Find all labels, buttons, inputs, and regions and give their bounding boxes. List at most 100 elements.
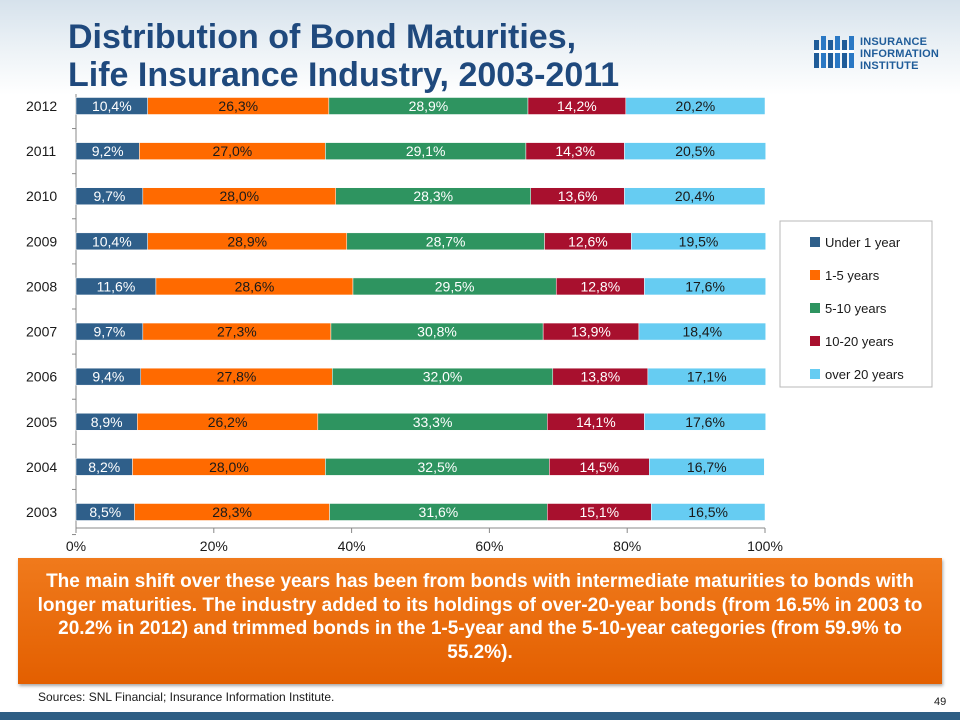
- data-label-under-1-year-2011: 9,2%: [92, 143, 124, 159]
- data-label-5-10-years-2010: 28,3%: [413, 188, 453, 204]
- data-label-over-20-years-2005: 17,6%: [685, 414, 725, 430]
- data-label-10-20-years-2009: 12,6%: [568, 233, 608, 249]
- bond-maturity-chart: 0% 20% 40% 60% 80% 100% 2003 8,5% 28,3% 31,6% 15,1…: [26, 94, 933, 554]
- legend-label-5-10-years: 5-10 years: [825, 301, 887, 316]
- data-label-1-5-years-2003: 28,3%: [212, 504, 252, 520]
- legend-label-over-20-years: over 20 years: [825, 367, 904, 382]
- iii-logo-text: INSURANCE INFORMATION INSTITUTE: [860, 36, 939, 72]
- bar-over-20-years-2003: [651, 503, 766, 521]
- legend-box: [779, 220, 933, 388]
- data-label-1-5-years-2007: 27,3%: [217, 324, 257, 340]
- data-label-10-20-years-2012: 14,2%: [557, 98, 597, 114]
- logo-line-3: INSTITUTE: [860, 60, 919, 72]
- data-label-under-1-year-2004: 8,2%: [88, 459, 120, 475]
- bar-over-20-years-2012: [625, 97, 766, 115]
- y-tick-label: 2009: [26, 233, 57, 249]
- y-tick-label: 2007: [26, 324, 57, 340]
- y-tick-label: 2010: [26, 188, 57, 204]
- data-label-over-20-years-2007: 18,4%: [682, 324, 722, 340]
- bar-over-20-years-2008: [644, 277, 766, 296]
- data-label-10-20-years-2005: 14,1%: [576, 414, 616, 430]
- x-tick-label: 40%: [338, 538, 366, 554]
- data-label-over-20-years-2004: 16,7%: [687, 459, 727, 475]
- data-label-under-1-year-2009: 10,4%: [92, 233, 132, 249]
- data-label-1-5-years-2008: 28,6%: [235, 278, 275, 294]
- data-label-under-1-year-2008: 11,6%: [97, 278, 136, 294]
- title-line-2: Life Insurance Industry, 2003-2011: [68, 56, 620, 94]
- data-label-over-20-years-2003: 16,5%: [688, 504, 728, 520]
- data-label-5-10-years-2006: 32,0%: [423, 369, 463, 385]
- data-label-under-1-year-2012: 10,4%: [92, 98, 132, 114]
- x-tick-label: 20%: [200, 538, 228, 554]
- data-label-5-10-years-2005: 33,3%: [413, 414, 453, 430]
- data-label-over-20-years-2010: 20,4%: [675, 188, 715, 204]
- data-label-5-10-years-2012: 28,9%: [409, 98, 449, 114]
- iii-logo: INSURANCE INFORMATION INSTITUTE: [814, 34, 954, 74]
- legend-swatch-over-20-years: [810, 369, 820, 379]
- bar-over-20-years-2006: [647, 367, 766, 386]
- data-label-5-10-years-2008: 29,5%: [435, 278, 475, 294]
- data-label-1-5-years-2011: 27,0%: [213, 143, 253, 159]
- logo-line-1: INSURANCE: [860, 36, 928, 48]
- data-label-5-10-years-2007: 30,8%: [417, 324, 457, 340]
- y-tick-label: 2003: [26, 504, 57, 520]
- data-label-under-1-year-2006: 9,4%: [92, 369, 124, 385]
- data-label-10-20-years-2007: 13,9%: [571, 324, 611, 340]
- data-label-1-5-years-2009: 28,9%: [227, 233, 267, 249]
- data-label-over-20-years-2006: 17,1%: [687, 369, 727, 385]
- bar-over-20-years-2005: [644, 413, 766, 431]
- x-tick-label: 60%: [475, 538, 503, 554]
- header-band: [0, 0, 960, 95]
- bar-over-20-years-2011: [624, 142, 766, 160]
- data-label-1-5-years-2004: 28,0%: [209, 459, 249, 475]
- data-label-10-20-years-2004: 14,5%: [579, 459, 619, 475]
- y-tick-label: 2006: [26, 369, 57, 385]
- bar-over-20-years-2010: [624, 187, 766, 205]
- data-label-1-5-years-2006: 27,8%: [217, 369, 257, 385]
- y-tick-label: 2005: [26, 414, 57, 430]
- y-tick-label: 2008: [26, 278, 57, 294]
- legend-label-1-5-years: 1-5 years: [825, 268, 880, 283]
- data-label-5-10-years-2009: 28,7%: [426, 233, 466, 249]
- data-label-5-10-years-2003: 31,6%: [419, 504, 459, 520]
- data-label-10-20-years-2010: 13,6%: [558, 188, 598, 204]
- legend-swatch-under-1-year: [810, 237, 820, 247]
- data-label-10-20-years-2008: 12,8%: [580, 278, 620, 294]
- callout-box: The main shift over these years has been…: [18, 558, 942, 684]
- bar-over-20-years-2004: [648, 458, 765, 476]
- data-label-10-20-years-2003: 15,1%: [579, 504, 619, 520]
- x-tick-label: 80%: [613, 538, 641, 554]
- legend-swatch-5-10-years: [810, 303, 820, 313]
- title-line-1: Distribution of Bond Maturities,: [68, 18, 577, 56]
- data-label-over-20-years-2009: 19,5%: [679, 233, 719, 249]
- data-label-1-5-years-2010: 28,0%: [219, 188, 259, 204]
- y-tick-label: 2004: [26, 459, 57, 475]
- legend-label-10-20-years: 10-20 years: [825, 334, 894, 349]
- logo-line-2: INFORMATION: [860, 48, 939, 60]
- data-label-1-5-years-2005: 26,2%: [208, 414, 248, 430]
- legend-swatch-1-5-years: [810, 270, 820, 280]
- data-label-under-1-year-2003: 8,5%: [89, 504, 121, 520]
- sources-note: Sources: SNL Financial; Insurance Inform…: [38, 690, 335, 704]
- page-title: Distribution of Bond Maturities, Life In…: [68, 18, 808, 94]
- page-number: 49: [934, 696, 947, 708]
- bar-over-20-years-2007: [638, 322, 766, 341]
- x-tick-label: 0%: [66, 538, 86, 554]
- data-label-over-20-years-2008: 17,6%: [685, 278, 725, 294]
- data-label-under-1-year-2005: 8,9%: [91, 414, 123, 430]
- footer-bar: [0, 712, 960, 720]
- data-label-1-5-years-2012: 26,3%: [218, 98, 258, 114]
- data-label-10-20-years-2006: 13,8%: [580, 369, 620, 385]
- data-label-10-20-years-2011: 14,3%: [555, 143, 595, 159]
- data-label-under-1-year-2007: 9,7%: [93, 324, 125, 340]
- x-tick-label: 100%: [747, 538, 783, 554]
- data-label-5-10-years-2004: 32,5%: [418, 459, 458, 475]
- bar-over-20-years-2009: [631, 232, 766, 251]
- data-label-under-1-year-2010: 9,7%: [93, 188, 125, 204]
- data-label-over-20-years-2012: 20,2%: [676, 98, 716, 114]
- y-tick-label: 2011: [26, 143, 56, 159]
- legend-label-under-1-year: Under 1 year: [825, 235, 901, 250]
- legend-swatch-10-20-years: [810, 336, 820, 346]
- y-tick-label: 2012: [26, 98, 57, 114]
- iii-logo-mark-icon: [814, 36, 854, 68]
